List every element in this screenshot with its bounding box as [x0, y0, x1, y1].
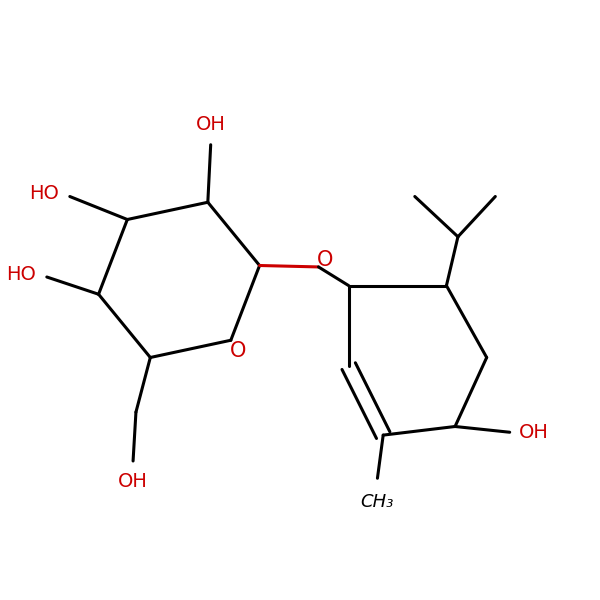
Text: HO: HO	[6, 265, 36, 284]
Text: CH₃: CH₃	[361, 493, 394, 511]
Text: OH: OH	[519, 423, 549, 442]
Text: OH: OH	[118, 472, 148, 491]
Text: OH: OH	[196, 115, 226, 134]
Text: HO: HO	[29, 184, 59, 203]
Text: O: O	[230, 341, 246, 361]
Text: O: O	[317, 250, 334, 270]
